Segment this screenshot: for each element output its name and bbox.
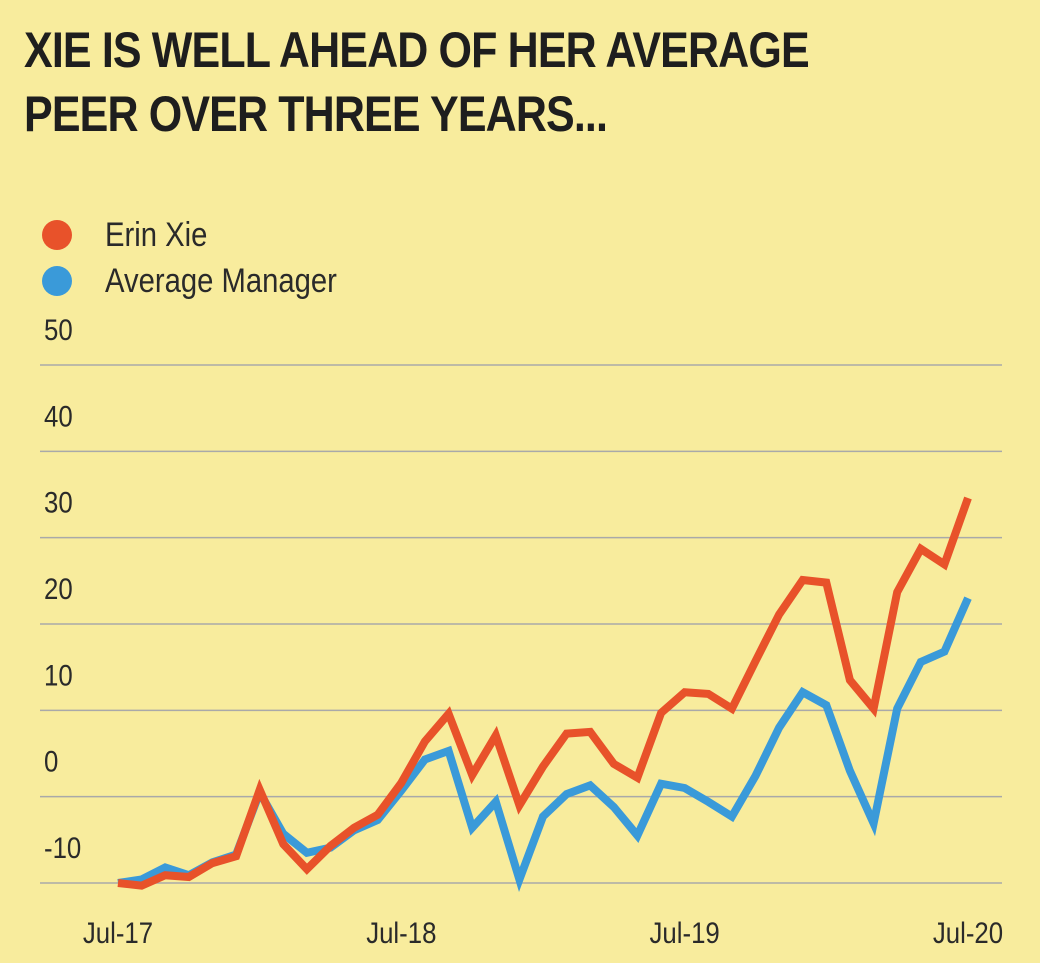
y-tick-label: 30 — [44, 486, 73, 519]
legend: Erin Xie Average Manager — [42, 212, 375, 304]
x-tick-label: Jul-20 — [933, 916, 1003, 949]
legend-item-average-manager: Average Manager — [42, 258, 375, 304]
legend-marker-average-manager — [42, 266, 72, 296]
x-tick-label: Jul-17 — [83, 916, 153, 949]
chart-title: XIE IS WELL AHEAD OF HER AVERAGE PEER OV… — [24, 22, 810, 142]
legend-marker-erin-xie — [42, 220, 72, 250]
series-line-erin-xie — [117, 496, 972, 890]
y-tick-label: 20 — [44, 572, 73, 605]
legend-label-average-manager: Average Manager — [105, 261, 337, 300]
y-tick-label: 50 — [44, 313, 73, 346]
legend-item-erin-xie: Erin Xie — [42, 212, 375, 258]
y-tick-label: 10 — [44, 659, 73, 692]
y-tick-label: -10 — [44, 831, 81, 864]
x-tick-label: Jul-18 — [366, 916, 436, 949]
y-tick-label: 0 — [44, 745, 58, 778]
y-tick-label: 40 — [44, 400, 73, 433]
legend-label-erin-xie: Erin Xie — [105, 215, 208, 254]
x-tick-label: Jul-19 — [650, 916, 720, 949]
